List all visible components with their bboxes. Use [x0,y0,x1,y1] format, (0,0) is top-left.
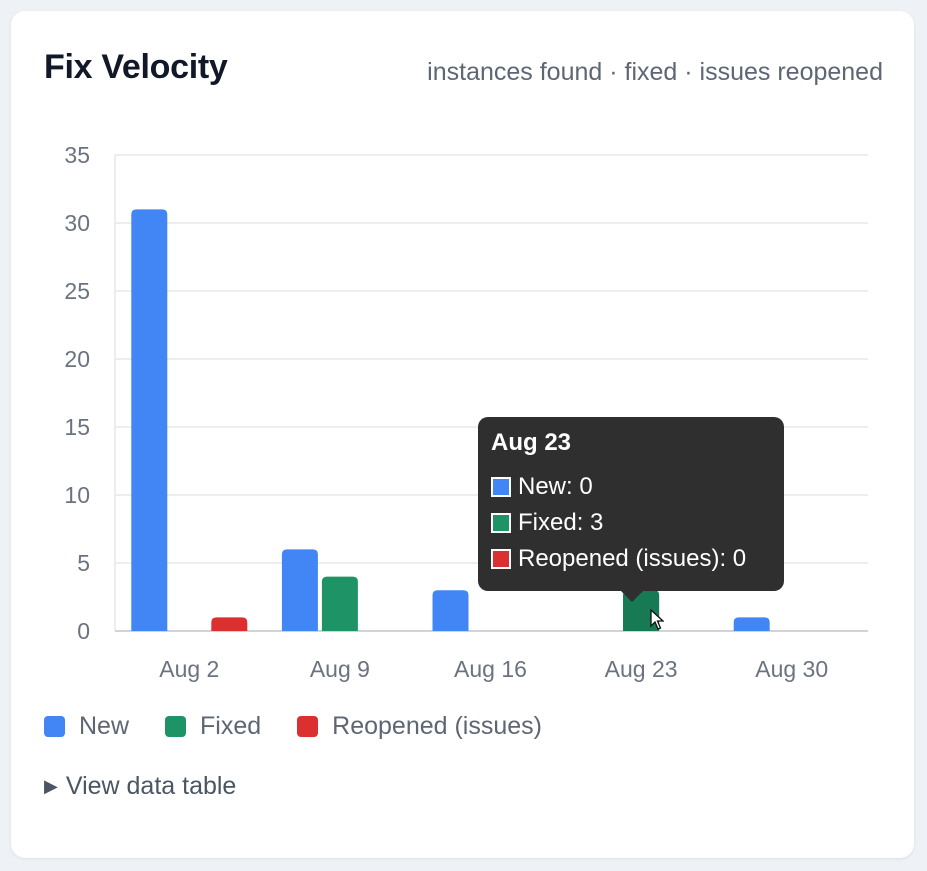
legend-label-reopened: Reopened (issues) [332,712,542,740]
y-tick-label: 5 [77,550,90,576]
legend-label-new: New [79,712,130,740]
legend-label-fixed: Fixed [200,712,262,740]
chart-title: Fix Velocity [44,48,228,86]
y-tick-label: 35 [64,142,90,168]
chart-tooltip: Aug 23 New: 0 Fixed: 3 Reopened (issues)… [478,417,784,591]
bar-new[interactable] [733,617,770,631]
x-tick-label: Aug 16 [454,656,527,682]
x-tick-label: Aug 23 [605,656,678,682]
legend-swatch-fixed [165,716,187,737]
tooltip-title: Aug 23 [491,429,572,456]
view-data-table-toggle[interactable]: ▶ View data table [44,772,236,801]
bar-fixed[interactable] [321,576,358,631]
mouse-pointer-icon [650,609,664,630]
legend-swatch-new [44,716,65,737]
bar-reopened-issues[interactable] [211,617,248,631]
bar-new[interactable] [432,590,469,631]
tooltip-row-fixed: Fixed: 3 [491,505,771,541]
y-tick-label: 15 [64,414,90,440]
tooltip-row-new: New: 0 [491,469,771,505]
legend-item-fixed[interactable]: Fixed [165,712,261,741]
bar-new[interactable] [281,549,318,631]
y-tick-label: 30 [64,210,90,236]
legend-swatch-reopened [297,716,319,737]
tooltip-label-reopened: Reopened (issues): 0 [518,545,747,572]
x-tick-label: Aug 2 [159,656,219,682]
tooltip-label-new: New: 0 [518,473,593,500]
view-data-table-label: View data table [65,772,237,800]
tooltip-swatch-new [491,477,511,497]
x-tick-label: Aug 9 [310,656,370,682]
y-tick-label: 20 [64,346,90,372]
bar-new[interactable] [131,209,168,631]
tooltip-swatch-reopened [491,549,511,569]
tooltip-label-fixed: Fixed: 3 [518,509,604,536]
tooltip-caret [620,590,644,602]
chart-legend: New Fixed Reopened (issues) [44,712,578,741]
tooltip-row-reopened: Reopened (issues): 0 [491,541,771,577]
x-tick-label: Aug 30 [755,656,828,682]
y-tick-label: 0 [77,618,90,644]
y-tick-label: 25 [64,278,90,304]
y-tick-label: 10 [64,482,90,508]
tooltip-swatch-fixed [491,513,511,533]
legend-item-reopened[interactable]: Reopened (issues) [297,712,542,741]
disclosure-triangle-icon: ▶ [44,776,58,796]
legend-item-new[interactable]: New [44,712,129,741]
chart-subtitle: instances found · fixed · issues reopene… [427,58,883,86]
